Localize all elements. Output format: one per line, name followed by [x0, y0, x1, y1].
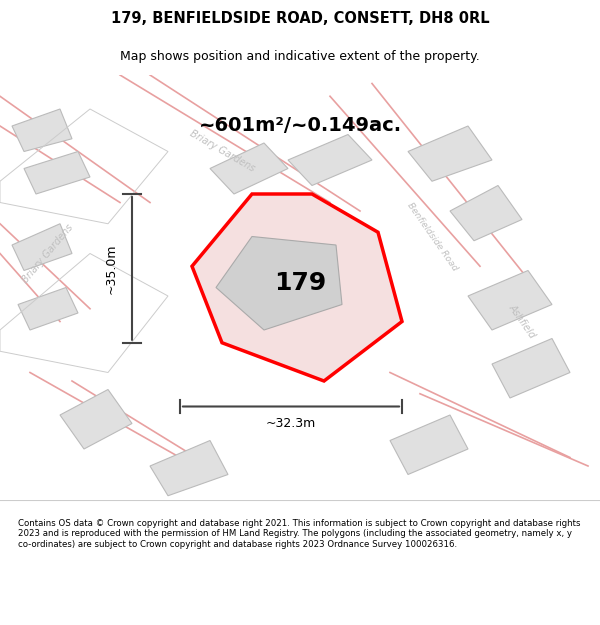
Polygon shape	[408, 126, 492, 181]
Text: Contains OS data © Crown copyright and database right 2021. This information is : Contains OS data © Crown copyright and d…	[18, 519, 581, 549]
Text: ~601m²/~0.149ac.: ~601m²/~0.149ac.	[199, 116, 401, 136]
Polygon shape	[192, 194, 402, 381]
Polygon shape	[60, 389, 132, 449]
Text: Briary Gardens: Briary Gardens	[20, 222, 76, 285]
Text: Map shows position and indicative extent of the property.: Map shows position and indicative extent…	[120, 50, 480, 62]
Text: Ashfield: Ashfield	[507, 302, 537, 341]
Polygon shape	[468, 271, 552, 330]
Polygon shape	[12, 224, 72, 271]
Text: 179: 179	[274, 271, 326, 295]
Polygon shape	[450, 186, 522, 241]
Polygon shape	[12, 109, 72, 151]
Polygon shape	[288, 134, 372, 186]
Polygon shape	[150, 441, 228, 496]
Polygon shape	[492, 339, 570, 398]
Polygon shape	[24, 151, 90, 194]
Text: Benfieldside Road: Benfieldside Road	[405, 201, 459, 272]
Text: 179, BENFIELDSIDE ROAD, CONSETT, DH8 0RL: 179, BENFIELDSIDE ROAD, CONSETT, DH8 0RL	[110, 11, 490, 26]
Polygon shape	[18, 288, 78, 330]
Text: ~35.0m: ~35.0m	[104, 243, 118, 294]
Polygon shape	[216, 236, 342, 330]
Polygon shape	[210, 143, 288, 194]
Text: Briary Gardens: Briary Gardens	[188, 129, 256, 174]
Text: ~32.3m: ~32.3m	[266, 417, 316, 430]
Polygon shape	[390, 415, 468, 474]
